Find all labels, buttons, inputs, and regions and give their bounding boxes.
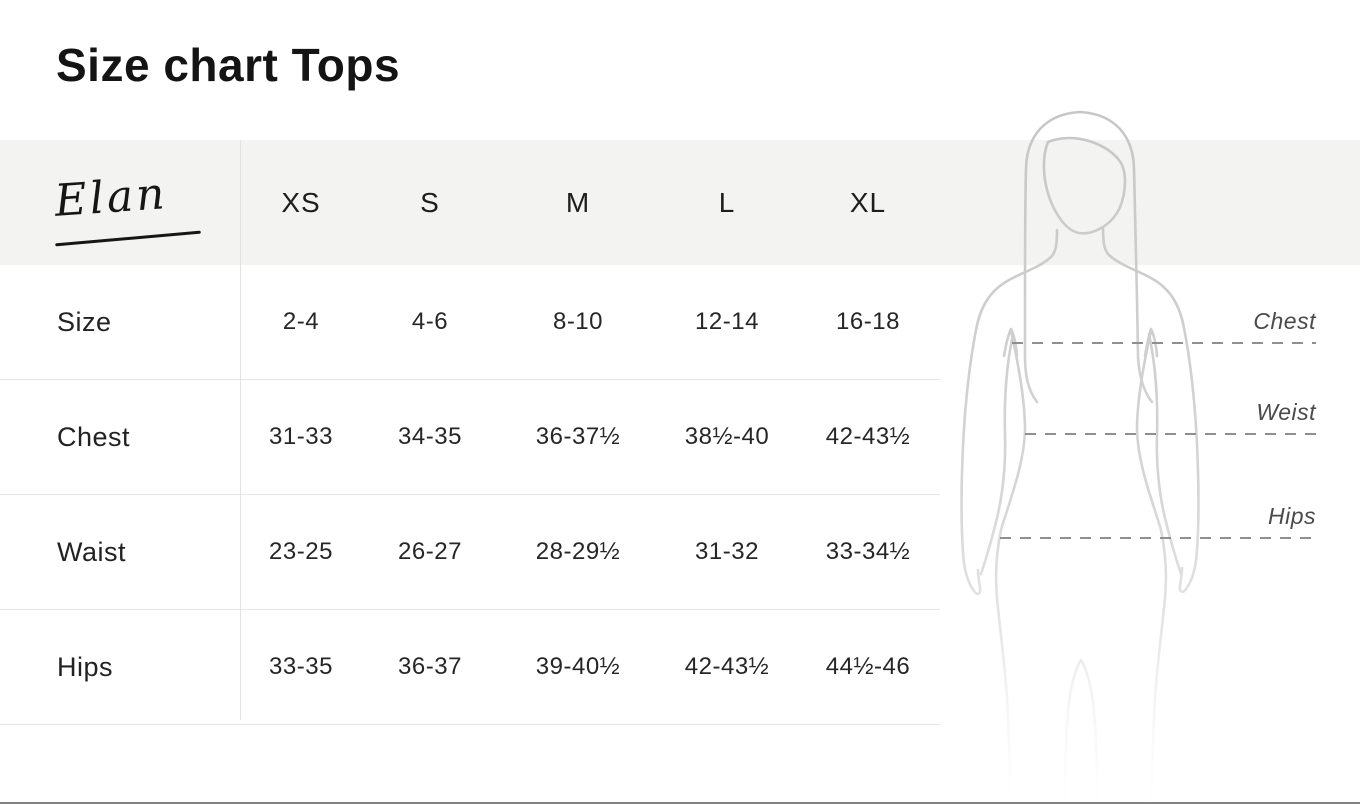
column-header-s: S [420, 186, 440, 218]
measurement-annotation-chest: Chest [1012, 308, 1316, 344]
size-table: Elan XS S M L XL Size 2-4 4-6 8-10 12-14 16-18 Che… [0, 140, 962, 725]
brand-logo-text: Elan [52, 167, 170, 227]
measurement-annotation-hips: Hips [1000, 503, 1316, 539]
table-row-chest: Chest 31-33 34-35 36-37½ 38½-40 42-43½ [0, 380, 940, 495]
table-row-hips: Hips 33-35 36-37 39-40½ 42-43½ 44½-46 [0, 610, 940, 725]
table-vertical-divider [240, 140, 241, 720]
size-value-cell: 42-43½ [684, 653, 770, 680]
weist-annotation-label: Weist [1256, 399, 1316, 425]
size-value-cell: 4-6 [411, 308, 449, 335]
table-row-size: Size 2-4 4-6 8-10 12-14 16-18 [0, 265, 940, 380]
measurement-annotation-weist: Weist [1025, 399, 1316, 435]
row-label-chest: Chest [57, 421, 131, 452]
chest-annotation-label: Chest [1253, 308, 1316, 334]
column-header-xs: XS [281, 186, 321, 218]
size-value-cell: 28-29½ [535, 538, 621, 565]
size-value-cell: 39-40½ [535, 653, 621, 680]
weist-dashed-line [1025, 433, 1316, 435]
row-label-hips: Hips [57, 651, 114, 682]
column-header-l: L [718, 186, 736, 218]
table-row-waist: Waist 23-25 26-27 28-29½ 31-32 33-34½ [0, 495, 940, 610]
size-value-cell: 31-32 [695, 538, 759, 565]
female-body-outline-icon [940, 110, 1200, 804]
size-value-cell: 33-35 [269, 653, 333, 680]
size-value-cell: 26-27 [398, 538, 462, 565]
size-value-cell: 34-35 [398, 423, 462, 450]
chest-dashed-line [1012, 342, 1316, 344]
size-value-cell: 16-18 [836, 308, 900, 335]
size-value-cell: 44½-46 [825, 653, 911, 680]
size-value-cell: 12-14 [695, 308, 759, 335]
row-label-waist: Waist [57, 536, 126, 567]
size-table-header: Elan XS S M L XL [0, 140, 962, 265]
column-header-xl: XL [849, 186, 887, 218]
size-table-body: Size 2-4 4-6 8-10 12-14 16-18 Chest 31-33 34-35 3… [0, 265, 962, 725]
size-value-cell: 2-4 [282, 308, 320, 335]
page-title: Size chart Tops [56, 39, 401, 91]
female-silhouette-illustration [940, 104, 1200, 804]
size-value-cell: 8-10 [552, 308, 604, 335]
column-header-m: M [565, 186, 591, 218]
size-value-cell: 23-25 [269, 538, 333, 565]
size-value-cell: 33-34½ [825, 538, 911, 565]
size-value-cell: 42-43½ [825, 423, 911, 450]
size-value-cell: 38½-40 [684, 423, 770, 450]
bottom-border-line [0, 802, 1360, 804]
brand-logo: Elan [0, 140, 240, 265]
size-value-cell: 36-37½ [535, 423, 621, 450]
hips-dashed-line [1000, 537, 1316, 539]
hips-annotation-label: Hips [1267, 503, 1316, 529]
size-value-cell: 36-37 [398, 653, 462, 680]
row-label-size: Size [57, 306, 112, 337]
size-value-cell: 31-33 [269, 423, 333, 450]
